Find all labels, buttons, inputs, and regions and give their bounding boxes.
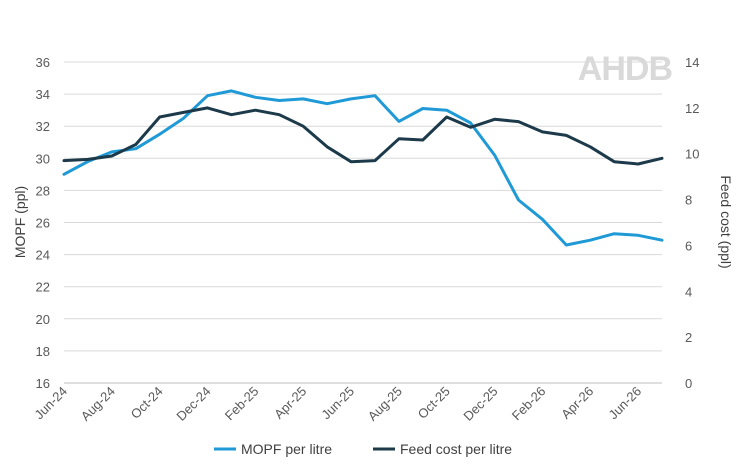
left-tick-label: 26 (36, 216, 50, 231)
ahdb-logo: AHDB (578, 50, 674, 88)
left-tick-label: 28 (36, 183, 50, 198)
x-tick-label: Apr-25 (271, 384, 309, 422)
left-tick-label: 20 (36, 312, 50, 327)
left-tick-label: 36 (36, 55, 50, 70)
right-axis-ticks: 0 2 4 6 8 10 12 14 (685, 55, 699, 391)
x-tick-label: Aug-25 (365, 384, 405, 424)
legend-label-feed-cost: Feed cost per litre (400, 441, 512, 457)
left-tick-label: 24 (36, 248, 50, 263)
right-tick-label: 6 (685, 238, 692, 253)
right-tick-label: 4 (685, 284, 692, 299)
left-tick-label: 16 (36, 376, 50, 391)
left-tick-label: 18 (36, 344, 50, 359)
legend: MOPF per litre Feed cost per litre (214, 441, 512, 457)
left-tick-label: 22 (36, 280, 50, 295)
right-tick-label: 12 (685, 101, 699, 116)
x-tick-label: Oct-24 (128, 384, 166, 422)
x-tick-label: Aug-24 (78, 384, 118, 424)
left-tick-label: 32 (36, 119, 50, 134)
right-tick-label: 2 (685, 330, 692, 345)
x-axis-ticks: Jun-24 Aug-24 Oct-24 Dec-24 Feb-25 Apr-25 Jun-… (31, 384, 644, 424)
legend-label-mopf: MOPF per litre (241, 441, 332, 457)
x-tick-label: Apr-26 (558, 384, 596, 422)
right-axis-title: Feed cost (ppl) (718, 175, 734, 268)
x-tick-label: Feb-26 (509, 384, 549, 424)
gridlines (64, 61, 662, 384)
x-tick-label: Jun-25 (318, 384, 357, 423)
right-tick-label: 14 (685, 55, 699, 70)
x-tick-label: Dec-25 (460, 384, 500, 424)
left-tick-label: 30 (36, 151, 50, 166)
left-axis-ticks: 16 18 20 22 24 26 28 30 32 34 36 (36, 55, 50, 391)
left-axis-title: MOPF (ppl) (12, 186, 28, 258)
x-tick-label: Oct-25 (415, 384, 453, 422)
logo-text: AHDB (578, 50, 673, 88)
right-tick-label: 8 (685, 193, 692, 208)
x-tick-label: Jun-26 (605, 384, 644, 423)
left-tick-label: 34 (36, 87, 50, 102)
series-line-feed-cost (62, 106, 664, 166)
right-tick-label: 10 (685, 147, 699, 162)
series-lines (62, 89, 664, 247)
x-tick-label: Dec-24 (173, 384, 213, 424)
right-tick-label: 0 (685, 376, 692, 391)
x-tick-label: Feb-25 (222, 384, 262, 424)
series-line-mopf (62, 89, 664, 247)
